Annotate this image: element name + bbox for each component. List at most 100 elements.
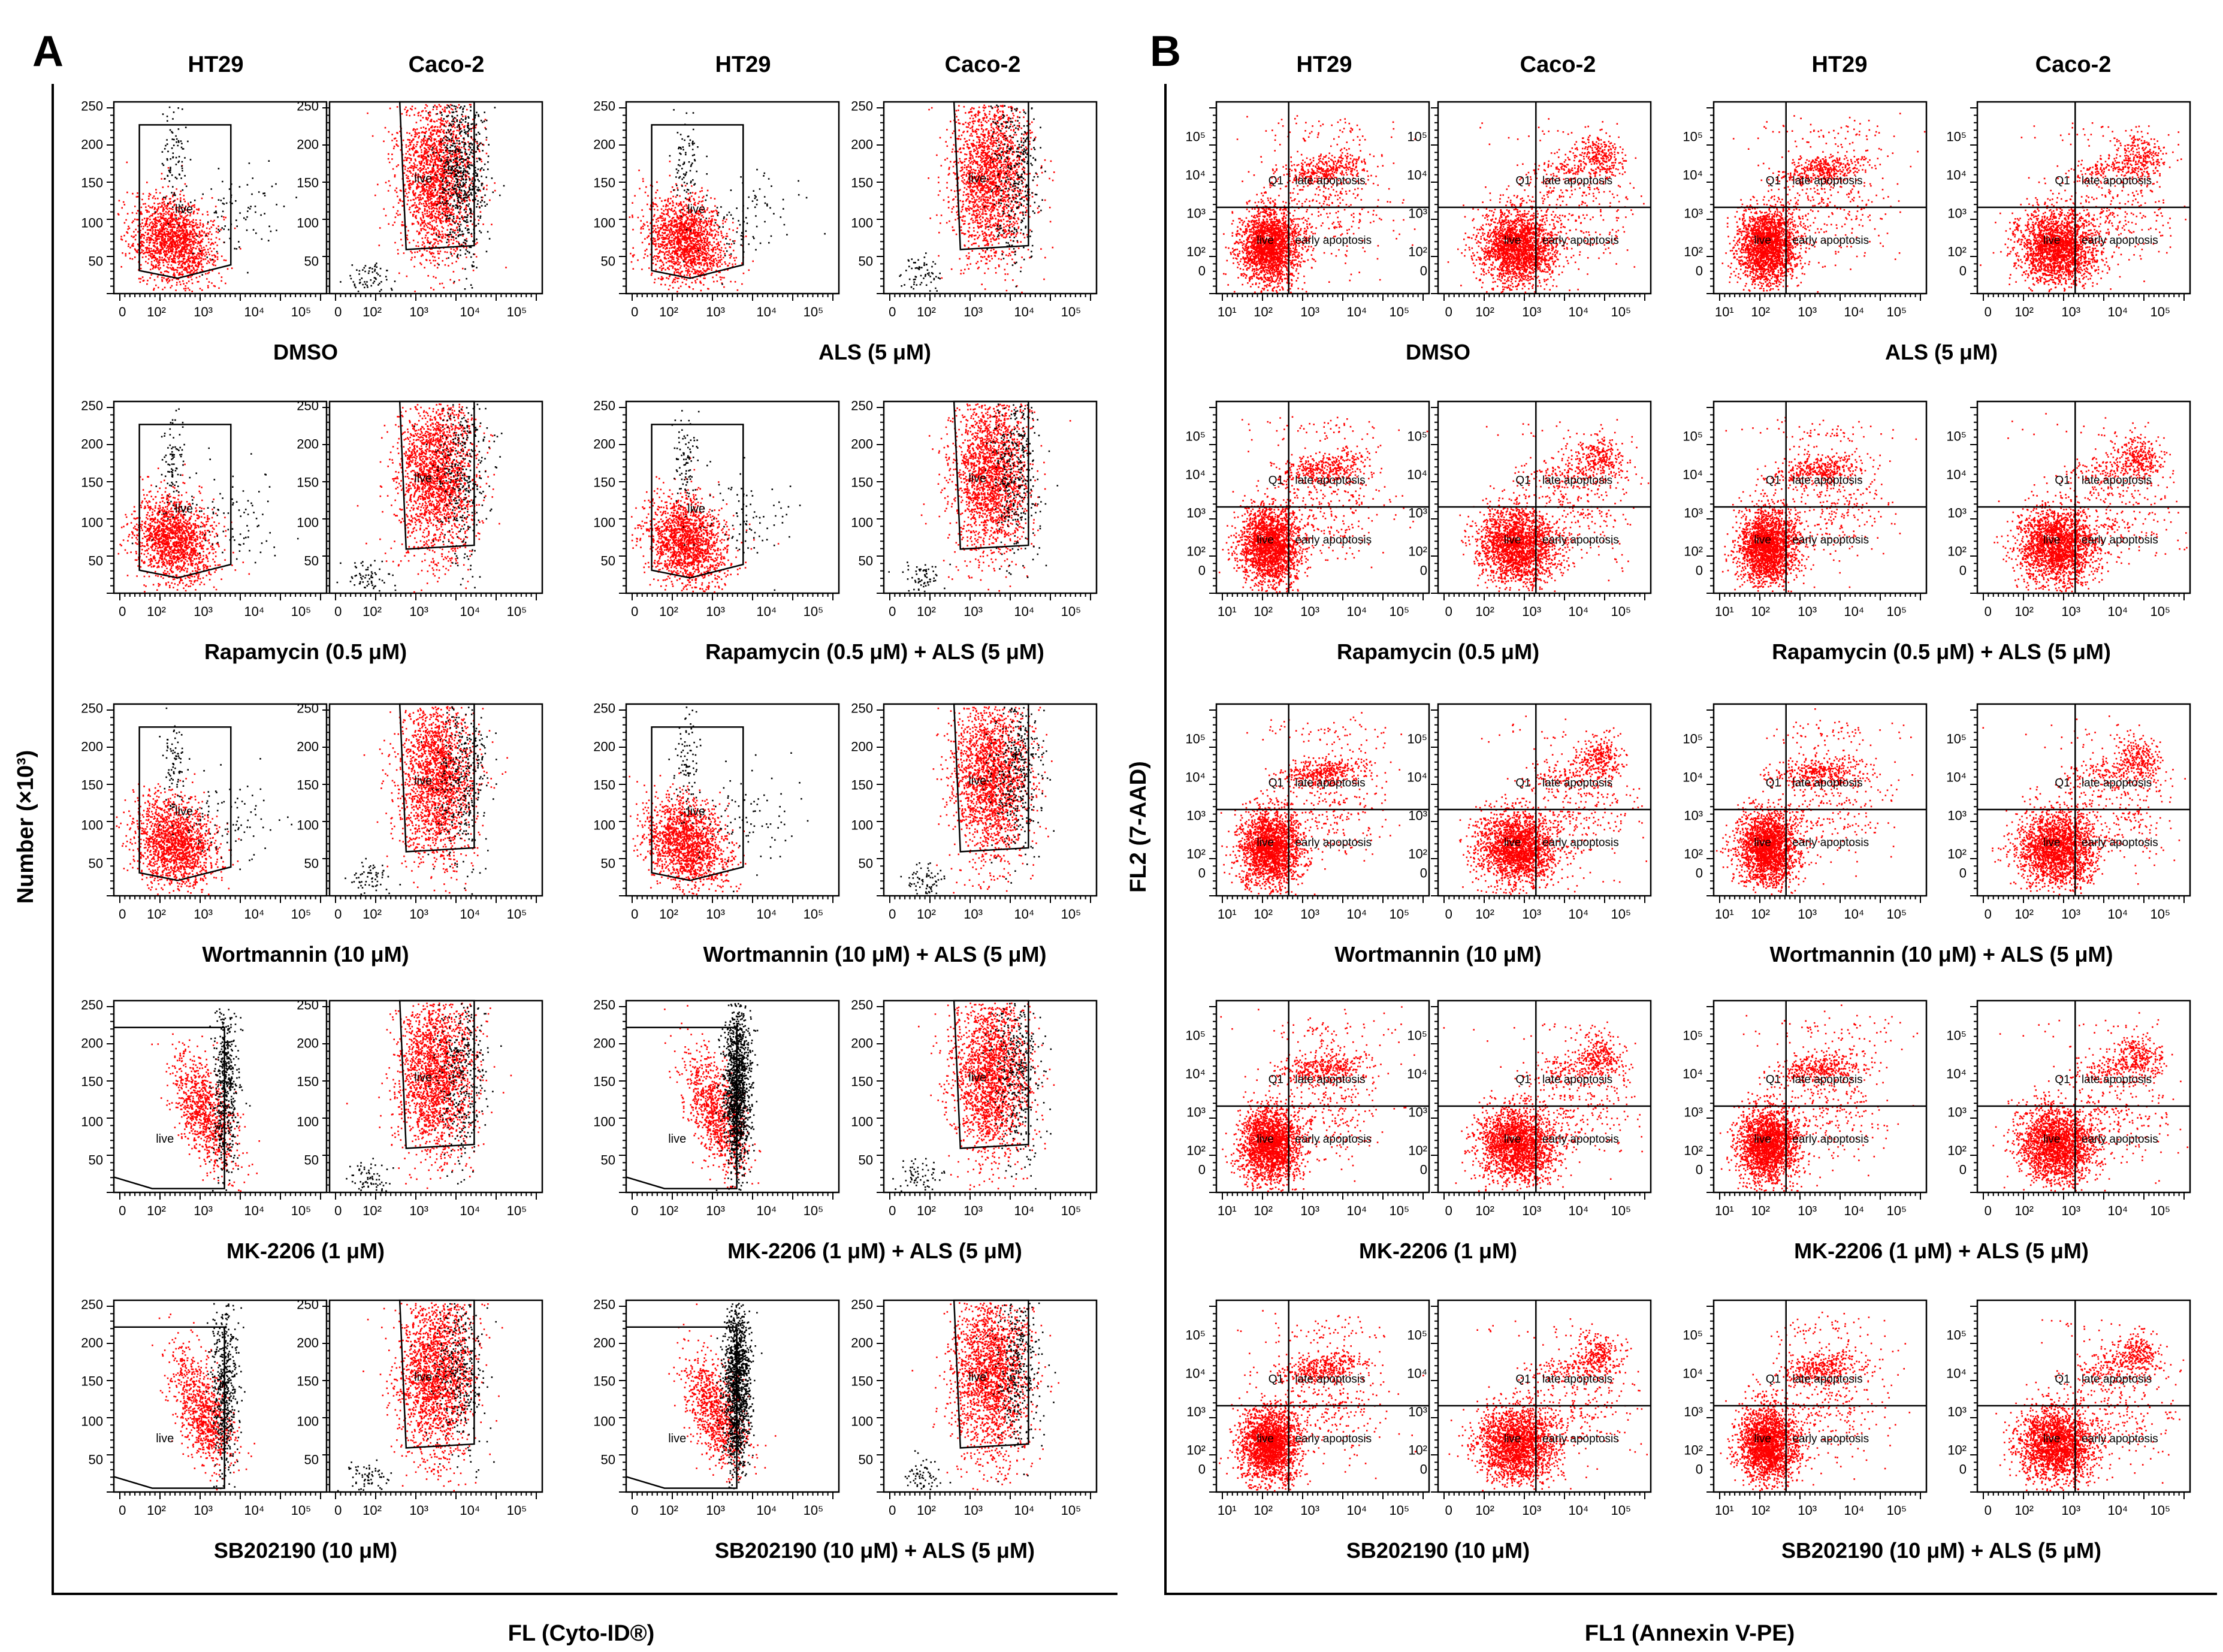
x-tick-label: 10² [1751, 304, 1770, 319]
gated-events [363, 1302, 503, 1492]
x-tick-label: 10³ [1300, 1503, 1319, 1518]
live-gate [626, 1326, 738, 1489]
gated-events [1218, 416, 1428, 593]
x-axis-ticks [1983, 896, 2185, 903]
y-tick-label: 10⁴ [1946, 1067, 1967, 1082]
quadrant-label-live: live [1257, 836, 1274, 849]
gated-events [1220, 712, 1402, 896]
gate-label: live [687, 503, 705, 516]
live-gate [138, 424, 232, 579]
x-tick-label: 10³ [963, 1503, 983, 1518]
ungated-events [131, 408, 299, 564]
y-axis-ticks [107, 107, 114, 294]
y-tick-label: 100 [297, 1115, 319, 1129]
x-tick-label: 0 [889, 1203, 896, 1218]
y-tick-label: 50 [89, 254, 103, 269]
x-tick-label: 10⁵ [2150, 304, 2171, 319]
live-gate [953, 101, 1029, 250]
quadrant-label-early: early apoptosis [1792, 836, 1869, 849]
gated-events [629, 161, 754, 292]
y-tick-label: 100 [851, 1414, 873, 1429]
quadrant-lines [1438, 704, 1651, 896]
y-tick-label: 10² [1408, 244, 1427, 259]
quadrant-label-q1: Q1 [1268, 777, 1283, 790]
panel-b: Q1 late apoptosis live early apoptosis 10¹ 10… [1126, 28, 2217, 1646]
y-tick-label: 200 [851, 1035, 873, 1050]
condition-label: MK-2206 (1 μM) + ALS (5 μM) [1794, 1239, 2089, 1263]
quadrant-lines [1977, 401, 2190, 593]
column-header: HT29 [188, 52, 244, 77]
x-axis-ticks [889, 1192, 1091, 1200]
quadrant-label-early: early apoptosis [1792, 534, 1869, 546]
quadrant-label-live: live [1754, 836, 1771, 849]
y-axis-ticks [1431, 107, 1438, 294]
x-tick-label: 10³ [1798, 604, 1817, 619]
x-tick-label: 10⁴ [1346, 604, 1367, 619]
y-tick-label: 150 [851, 1074, 873, 1089]
x-tick-label: 10⁵ [1390, 304, 1410, 319]
x-tick-label: 10⁴ [244, 1203, 264, 1218]
scatter-plot: Q1 late apoptosis live early apoptosis 10¹ 10… [1683, 101, 1928, 319]
x-axis-ticks [632, 593, 833, 600]
y-tick-label: 250 [593, 98, 615, 113]
y-tick-label: 10² [1947, 244, 1967, 259]
y-tick-label: 50 [304, 1153, 319, 1168]
y-tick-label: 50 [601, 254, 615, 269]
y-tick-label: 200 [297, 436, 319, 451]
x-tick-label: 0 [889, 304, 896, 319]
x-tick-label: 10³ [963, 604, 983, 619]
y-tick-label: 10⁴ [1683, 1366, 1703, 1381]
x-tick-label: 0 [119, 1503, 126, 1518]
histogram-plot: live 0 10² 10³ 10⁴ 10⁵ 50 100 150 200 250 [81, 98, 328, 319]
gated-events [928, 104, 1055, 294]
quadrant-lines [1714, 401, 1926, 593]
y-tick-label: 150 [81, 1074, 103, 1089]
plot-frame [1437, 703, 1652, 897]
x-tick-label: 10² [363, 1503, 382, 1518]
x-tick-label: 10⁴ [1844, 907, 1864, 922]
x-tick-label: 10⁴ [756, 304, 777, 319]
y-tick-label: 10³ [1947, 506, 1967, 521]
quadrant-lines [1216, 401, 1429, 593]
y-tick-label: 250 [593, 700, 615, 715]
live-gate [626, 1026, 738, 1189]
plot-frame [113, 400, 328, 594]
x-axis-ticks [119, 1192, 321, 1200]
y-axis-ticks [877, 1006, 884, 1193]
y-tick-label: 10⁵ [1407, 1328, 1427, 1343]
y-axis-ticks [107, 1306, 114, 1493]
plot-frame [328, 999, 543, 1194]
x-tick-label: 10⁵ [1390, 604, 1410, 619]
y-axis-ticks [322, 709, 330, 896]
x-tick-label: 10⁴ [1568, 304, 1588, 319]
plot-frame [1215, 703, 1430, 897]
live-gate [651, 424, 744, 579]
live-gate [651, 124, 744, 279]
quadrant-label-late: late apoptosis [2082, 1074, 2152, 1086]
quadrant-label-early: early apoptosis [1792, 1133, 1869, 1146]
x-tick-label: 0 [334, 1203, 342, 1218]
x-tick-label: 10³ [194, 1503, 213, 1518]
x-tick-label: 0 [631, 1203, 638, 1218]
x-tick-label: 10³ [706, 1203, 725, 1218]
x-tick-label: 10² [917, 604, 936, 619]
y-tick-label: 50 [89, 1452, 103, 1467]
y-tick-label: 100 [593, 1414, 615, 1429]
plot-frame [328, 101, 543, 295]
column-header: Caco-2 [2035, 52, 2112, 77]
x-tick-label: 10⁵ [2150, 604, 2171, 619]
live-gate [953, 999, 1029, 1149]
y-tick-label: 150 [81, 1373, 103, 1388]
y-tick-label: 10² [1186, 1143, 1206, 1158]
y-tick-label: 10⁴ [1683, 770, 1703, 785]
y-tick-label: 250 [81, 700, 103, 715]
live-gate [138, 124, 232, 279]
x-tick-label: 10³ [194, 1203, 213, 1218]
x-axis-ticks [335, 896, 537, 903]
y-axis-ticks [1970, 407, 1977, 594]
y-tick-label: 10⁴ [1185, 467, 1206, 482]
x-tick-label: 10⁵ [1061, 604, 1082, 619]
y-tick-label: 0 [1959, 1162, 1967, 1177]
x-tick-label: 10⁴ [244, 907, 264, 922]
y-tick-label: 200 [593, 1035, 615, 1050]
